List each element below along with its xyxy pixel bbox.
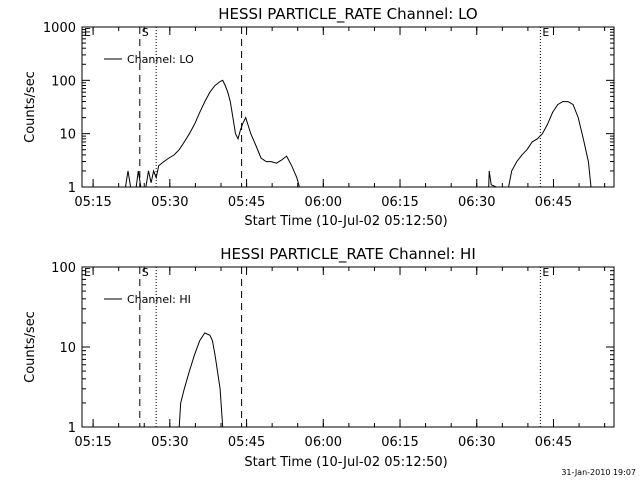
y-tick-label: 10 [59,128,76,143]
x-tick-label: 06:45 [535,435,572,450]
x-tick-label: 05:45 [228,195,265,210]
y-tick-label: 1 [68,421,76,436]
x-axis-label: Start Time (10-Jul-02 05:12:50) [244,455,447,470]
event-marker-label: E [84,26,91,39]
x-tick-label: 05:45 [228,435,265,450]
plot-frame [81,266,615,428]
y-axis-label: Counts/sec [23,311,38,383]
event-marker-label: S [142,266,149,279]
legend-label: Channel: LO [127,53,194,66]
y-tick-label: 100 [51,74,76,89]
x-tick-label: 05:15 [74,435,111,450]
x-tick-label: 05:15 [74,195,111,210]
timestamp-label: 31-Jan-2010 19:07 [561,468,636,477]
series-line [488,101,592,188]
x-tick-label: 06:15 [381,195,418,210]
event-marker-label: S [142,26,149,39]
panel-lo: HESSI PARTICLE_RATE Channel: LO 1 10 100 100… [23,5,615,229]
y-tick-label: 1000 [43,21,76,36]
series-line [178,332,224,428]
y-tick-label: 100 [51,261,76,276]
x-tick-label: 05:30 [151,435,188,450]
legend-label: Channel: HI [127,293,191,306]
series-line [125,79,300,188]
event-marker-label: E [542,26,549,39]
chart-title: HESSI PARTICLE_RATE Channel: LO [218,5,477,24]
x-axis-label: Start Time (10-Jul-02 05:12:50) [244,214,447,229]
plot-frame [81,26,615,188]
y-axis-label: Counts/sec [23,71,38,143]
y-tick-label: 1 [68,181,76,196]
y-tick-label: 10 [59,341,76,356]
x-tick-label: 05:30 [151,195,188,210]
panel-hi: HESSI PARTICLE_RATE Channel: HI 1 10 100 05:… [23,245,615,470]
x-tick-label: 06:30 [458,435,495,450]
x-tick-label: 06:00 [305,435,342,450]
x-tick-label: 06:45 [535,195,572,210]
event-marker-label: E [84,266,91,279]
event-marker-label: E [542,266,549,279]
x-tick-label: 06:30 [458,195,495,210]
x-tick-label: 06:00 [305,195,342,210]
x-tick-label: 06:15 [381,435,418,450]
chart-title: HESSI PARTICLE_RATE Channel: HI [220,245,476,264]
